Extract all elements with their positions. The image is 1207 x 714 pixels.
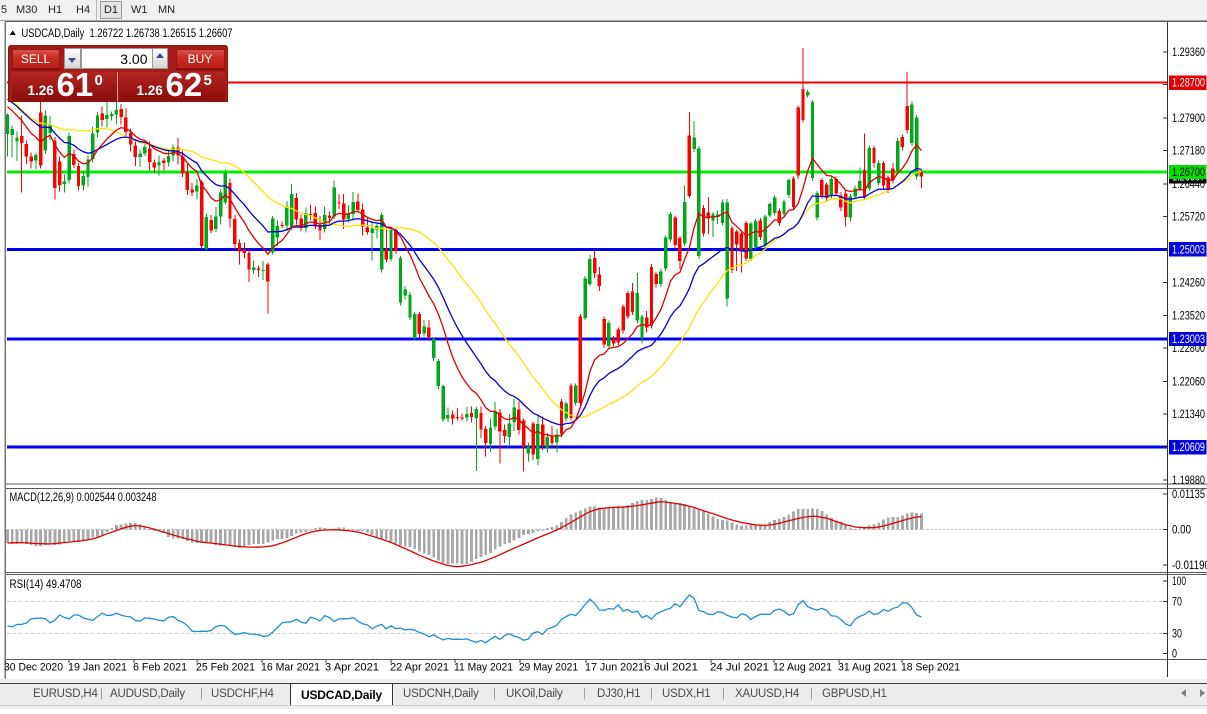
svg-text:6 Feb 2021: 6 Feb 2021 [133,661,187,673]
svg-text:24 Jul 2021: 24 Jul 2021 [710,661,769,673]
svg-text:1.27900: 1.27900 [1172,113,1205,125]
svg-text:RSI(14) 49.4708: RSI(14) 49.4708 [10,579,82,591]
svg-text:1.20609: 1.20609 [1172,442,1205,454]
svg-text:12 Aug 2021: 12 Aug 2021 [773,661,832,673]
svg-text:18 Sep 2021: 18 Sep 2021 [901,661,960,673]
svg-text:16 Mar 2021: 16 Mar 2021 [261,661,320,673]
svg-text:22 Apr 2021: 22 Apr 2021 [390,661,449,673]
svg-text:29 May 2021: 29 May 2021 [519,661,578,673]
svg-text:1.25720: 1.25720 [1172,211,1205,223]
svg-text:-0.01190: -0.01190 [1172,560,1207,572]
svg-text:0.00: 0.00 [1172,525,1191,537]
svg-text:30 Dec 2020: 30 Dec 2020 [4,661,63,673]
svg-text:1.26700: 1.26700 [1172,167,1205,179]
svg-text:70: 70 [1172,596,1182,608]
svg-text:0.01135: 0.01135 [1172,489,1205,501]
svg-text:1.25003: 1.25003 [1172,244,1205,256]
svg-text:19 Jan 2021: 19 Jan 2021 [68,661,127,673]
svg-text:1.27180: 1.27180 [1172,145,1205,157]
svg-text:1.23520: 1.23520 [1172,311,1205,323]
svg-text:1.21340: 1.21340 [1172,409,1205,421]
svg-text:MACD(12,26,9) 0.002544 0.00324: MACD(12,26,9) 0.002544 0.003248 [10,492,157,504]
svg-text:1.24260: 1.24260 [1172,277,1205,289]
svg-text:1.19880: 1.19880 [1172,475,1205,487]
svg-text:1.29360: 1.29360 [1172,47,1205,59]
svg-text:6 Jul 2021: 6 Jul 2021 [644,661,698,673]
svg-text:17 Jun 2021: 17 Jun 2021 [585,661,644,673]
svg-text:31 Aug 2021: 31 Aug 2021 [838,661,897,673]
svg-text:1.22060: 1.22060 [1172,377,1205,389]
svg-text:1.22800: 1.22800 [1172,343,1205,355]
svg-text:1.28700: 1.28700 [1172,78,1205,90]
svg-text:11 May 2021: 11 May 2021 [454,661,513,673]
svg-text:1.23003: 1.23003 [1172,334,1205,346]
svg-text:USDCAD,Daily 1.26722 1.26738: USDCAD,Daily 1.26722 1.26738 1.26515 1.2… [22,28,233,40]
svg-text:25 Feb 2021: 25 Feb 2021 [196,661,255,673]
svg-text:0: 0 [1172,649,1177,661]
svg-text:30: 30 [1172,629,1182,641]
svg-text:100: 100 [1172,576,1186,588]
svg-text:3 Apr 2021: 3 Apr 2021 [325,661,379,673]
